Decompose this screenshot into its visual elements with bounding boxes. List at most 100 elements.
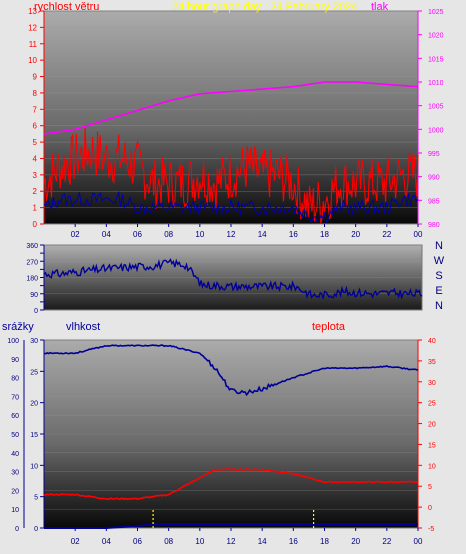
tick-label-rain-20: 100 — [7, 338, 19, 345]
compass-label-3: E — [435, 285, 442, 297]
compass-label-2: S — [435, 270, 442, 282]
tick-label-rain-2: 10 — [11, 507, 19, 514]
tick-label-rain-4: 20 — [11, 488, 19, 495]
panel-wind-pressure: 0123456789101112139809859909951000100510… — [28, 7, 444, 239]
series-line-wind-direction — [43, 258, 423, 300]
tick-label-x-bottom-4: 10 — [195, 537, 204, 546]
series-line-wind-speed — [43, 127, 419, 224]
tick-label-temperature-1: 0 — [428, 505, 432, 512]
tick-label-humidity-6: 30 — [30, 338, 38, 345]
tick-label-x-bottom-7: 16 — [289, 537, 298, 546]
tick-label-x-top-2: 06 — [133, 230, 142, 239]
tick-label-pressure-4: 1000 — [428, 127, 444, 134]
tick-label-wind-11: 11 — [29, 40, 38, 49]
tick-label-x-bottom-8: 18 — [320, 537, 329, 546]
tick-label-rain-12: 60 — [11, 413, 19, 420]
tick-label-rain-10: 50 — [11, 432, 19, 439]
tick-label-rain-16: 80 — [11, 376, 19, 383]
tick-label-wind-9: 9 — [33, 73, 38, 82]
tick-label-pressure-3: 995 — [428, 151, 440, 158]
tick-label-rain-18: 90 — [11, 357, 19, 364]
tick-label-wind-1: 1 — [33, 204, 38, 213]
tick-label-temperature-7: 30 — [428, 380, 436, 387]
tick-label-wind-0: 0 — [33, 220, 38, 229]
series-line-temperature — [43, 468, 419, 501]
wind-axis-title: rychlost větru — [34, 1, 99, 13]
pressure-axis-title: tlak — [371, 1, 389, 13]
tick-label-x-bottom-0: 02 — [71, 537, 80, 546]
tick-label-x-bottom-1: 04 — [102, 537, 111, 546]
tick-label-x-top-8: 18 — [320, 230, 329, 239]
tick-label-x-bottom-6: 14 — [258, 537, 267, 546]
tick-label-x-top-3: 08 — [164, 230, 173, 239]
tick-label-x-bottom-2: 06 — [133, 537, 142, 546]
tick-label-x-top-1: 04 — [102, 230, 111, 239]
tick-label-humidity-5: 25 — [30, 369, 38, 376]
tick-label-pressure-6: 1010 — [428, 80, 444, 87]
tick-label-pressure-1: 985 — [428, 198, 440, 205]
temperature-axis-title: teplota — [312, 321, 346, 333]
tick-label-wind-7: 7 — [33, 105, 38, 114]
tick-label-x-top-4: 10 — [195, 230, 204, 239]
tick-label-x-bottom-3: 08 — [164, 537, 173, 546]
tick-label-temperature-3: 10 — [428, 463, 436, 470]
tick-label-direction-0: 0 — [34, 308, 38, 315]
tick-label-x-top-9: 20 — [351, 230, 360, 239]
tick-label-temperature-8: 35 — [428, 359, 436, 366]
series-line-rain — [44, 523, 418, 529]
tick-label-wind-6: 6 — [33, 122, 38, 131]
tick-label-temperature-6: 25 — [428, 401, 436, 408]
tick-label-rain-6: 30 — [11, 470, 19, 477]
panel-humidity-temperature: 0102030405060708090100051015202530-50510… — [7, 338, 436, 546]
tick-label-wind-8: 8 — [33, 89, 38, 98]
tick-label-wind-10: 10 — [28, 56, 37, 65]
tick-label-x-bottom-11: 00 — [414, 537, 423, 546]
tick-label-temperature-0: -5 — [428, 526, 434, 533]
tick-label-pressure-2: 990 — [428, 175, 440, 182]
tick-label-pressure-0: 980 — [428, 222, 440, 229]
tick-label-direction-6: 270 — [26, 259, 38, 266]
compass-label-4: N — [435, 300, 443, 312]
tick-label-wind-2: 2 — [33, 187, 38, 196]
tick-label-rain-8: 40 — [11, 451, 19, 458]
tick-label-temperature-9: 40 — [428, 338, 436, 345]
tick-label-wind-13: 13 — [28, 7, 37, 16]
series-line-pressure — [43, 81, 419, 135]
tick-label-humidity-2: 10 — [30, 463, 38, 470]
tick-label-x-bottom-9: 20 — [351, 537, 360, 546]
tick-label-direction-4: 180 — [26, 276, 38, 283]
chart-title: 24 hour graph day : 24 February 2024 — [172, 1, 357, 13]
tick-label-pressure-8: 1020 — [428, 33, 444, 40]
tick-label-wind-3: 3 — [33, 171, 38, 180]
tick-label-x-bottom-5: 12 — [227, 537, 236, 546]
tick-label-wind-5: 5 — [33, 138, 38, 147]
series-line-humidity — [43, 344, 419, 397]
tick-label-wind-4: 4 — [33, 154, 38, 163]
tick-label-rain-14: 70 — [11, 394, 19, 401]
tick-label-pressure-9: 1025 — [428, 9, 444, 16]
tick-label-x-top-7: 16 — [289, 230, 298, 239]
tick-label-x-top-0: 02 — [71, 230, 80, 239]
tick-label-humidity-3: 15 — [30, 432, 38, 439]
tick-label-x-bottom-10: 22 — [382, 537, 391, 546]
tick-label-wind-12: 12 — [28, 23, 37, 32]
humidity-axis-title: vlhkost — [66, 321, 100, 333]
tick-label-direction-8: 360 — [26, 243, 38, 250]
series-line-wind-gust — [43, 190, 419, 224]
tick-label-pressure-5: 1005 — [428, 104, 444, 111]
tick-label-humidity-4: 20 — [30, 401, 38, 408]
tick-label-humidity-0: 0 — [34, 526, 38, 533]
tick-label-x-top-10: 22 — [382, 230, 391, 239]
tick-label-direction-2: 90 — [30, 292, 38, 299]
tick-label-rain-0: 0 — [15, 526, 19, 533]
tick-label-temperature-4: 15 — [428, 442, 436, 449]
rain-axis-title: srážky — [2, 321, 34, 333]
tick-label-x-top-11: 00 — [414, 230, 423, 239]
tick-label-x-top-6: 14 — [258, 230, 267, 239]
compass-label-0: N — [435, 240, 443, 252]
tick-label-temperature-5: 20 — [428, 422, 436, 429]
compass-label-1: W — [434, 255, 445, 267]
